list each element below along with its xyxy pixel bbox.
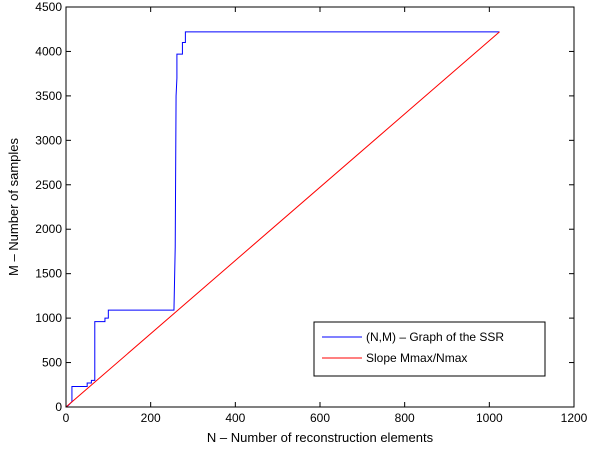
x-tick-label: 1200: [561, 411, 588, 425]
x-tick-label: 1000: [476, 411, 503, 425]
ticks-layer: 0 200 400 600 800 1000 1200 0 500 1000 1500 2000 250…: [35, 0, 587, 425]
series-line-ssr: [65, 31, 500, 408]
x-tick-label: 400: [225, 411, 245, 425]
x-tick-label: 600: [310, 411, 330, 425]
y-tick-label: 2500: [35, 178, 62, 192]
y-tick-label: 3000: [35, 133, 62, 147]
y-axis-label: M – Number of samples: [6, 138, 21, 276]
y-tick-label: 0: [55, 400, 62, 414]
legend-label-ssr: (N,M) – Graph of the SSR: [366, 330, 504, 344]
series-layer: [65, 31, 500, 408]
y-tick-label: 4000: [35, 44, 62, 58]
y-tick-label: 2000: [35, 222, 62, 236]
x-tick-label: 0: [63, 411, 70, 425]
x-tick-label: 800: [395, 411, 415, 425]
y-tick-label: 3500: [35, 89, 62, 103]
y-tick-label: 4500: [35, 0, 62, 14]
series-line-slope: [65, 31, 500, 408]
x-tick-label: 200: [141, 411, 161, 425]
legend: (N,M) – Graph of the SSR Slope Mmax/Nmax: [313, 321, 546, 377]
y-tick-label: 1500: [35, 267, 62, 281]
y-tick-label: 500: [42, 356, 62, 370]
legend-box: [313, 321, 546, 377]
legend-label-slope: Slope Mmax/Nmax: [366, 351, 467, 365]
y-tick-label: 1000: [35, 311, 62, 325]
x-axis-label: N – Number of reconstruction elements: [207, 430, 434, 445]
